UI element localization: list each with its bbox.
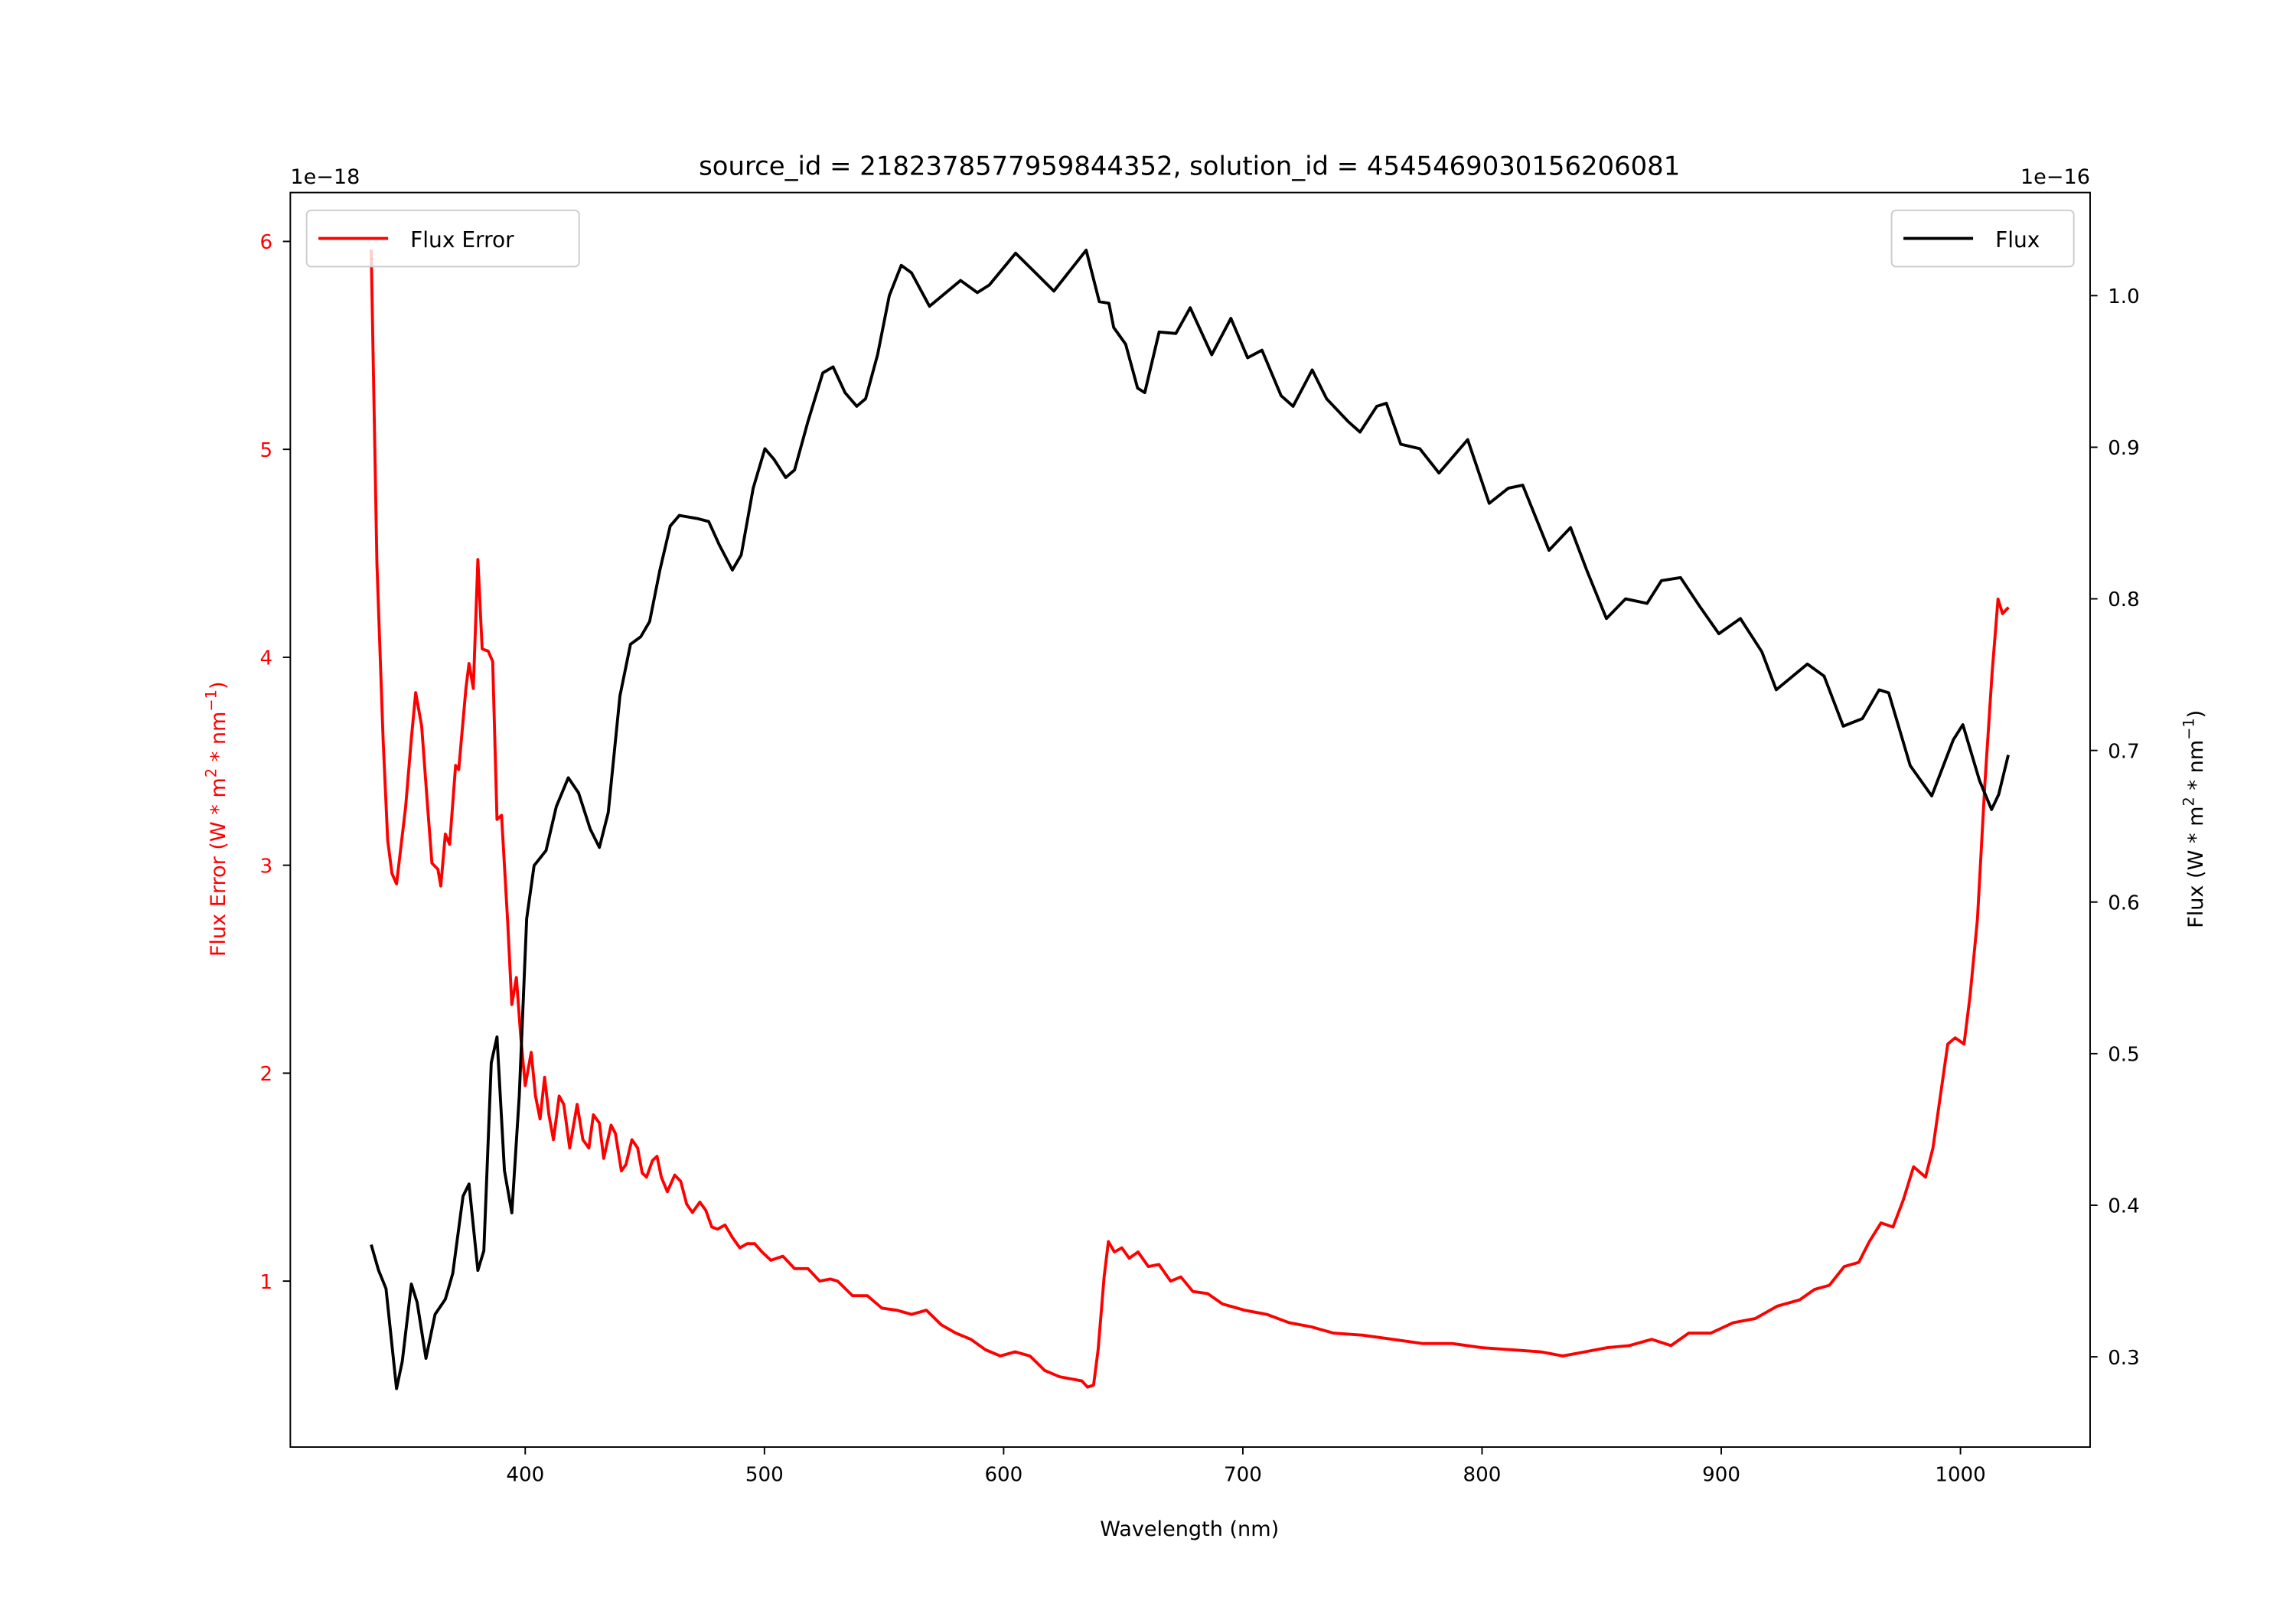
legend-flux-error: Flux Error <box>305 209 580 268</box>
y-right-tick-label: 1.0 <box>2108 285 2140 308</box>
y-left-tick-label: 3 <box>260 855 273 878</box>
y-axis-label-left: Flux Error (W * m2 * nm−1) <box>203 681 231 957</box>
x-tick-label: 500 <box>745 1463 784 1486</box>
y-left-tick-label: 2 <box>260 1063 273 1086</box>
flux-error-line <box>370 249 2010 1389</box>
y-right-tick-label: 0.6 <box>2108 892 2140 914</box>
x-tick-label: 600 <box>984 1463 1022 1486</box>
y-right-tick-label: 0.9 <box>2108 437 2140 460</box>
plot-frame <box>289 191 2091 1448</box>
left-offset-text: 1e−18 <box>290 165 360 189</box>
y-left-tick-label: 6 <box>260 231 273 254</box>
y-right-tick-label: 0.4 <box>2108 1195 2140 1218</box>
chart-title: source_id = 2182378577959844352, solutio… <box>699 151 1680 181</box>
legend-flux: Flux <box>1890 209 2075 268</box>
y-right-tick-label: 0.5 <box>2108 1044 2140 1067</box>
legend-flux-label: Flux <box>1995 227 2040 253</box>
right-offset-text: 1e−16 <box>2020 165 2090 189</box>
x-tick-label: 400 <box>506 1463 544 1486</box>
x-tick-label: 900 <box>1702 1463 1740 1486</box>
y-axis-label-right: Flux (W * m2 * nm−1) <box>2180 710 2208 928</box>
y-left-tick-label: 4 <box>260 647 273 670</box>
y-right-tick-label: 0.7 <box>2108 740 2140 763</box>
legend-flux-error-label: Flux Error <box>410 227 514 253</box>
x-tick-label: 700 <box>1224 1463 1262 1486</box>
x-tick-label: 1000 <box>1935 1463 1985 1486</box>
flux-line <box>370 248 2010 1390</box>
y-left-tick-label: 1 <box>260 1271 273 1294</box>
y-right-tick-label: 0.8 <box>2108 588 2140 611</box>
x-tick-label: 800 <box>1463 1463 1502 1486</box>
y-right-tick-label: 0.3 <box>2108 1347 2140 1370</box>
y-left-tick-label: 5 <box>260 439 273 462</box>
x-axis-label: Wavelength (nm) <box>1100 1517 1279 1541</box>
